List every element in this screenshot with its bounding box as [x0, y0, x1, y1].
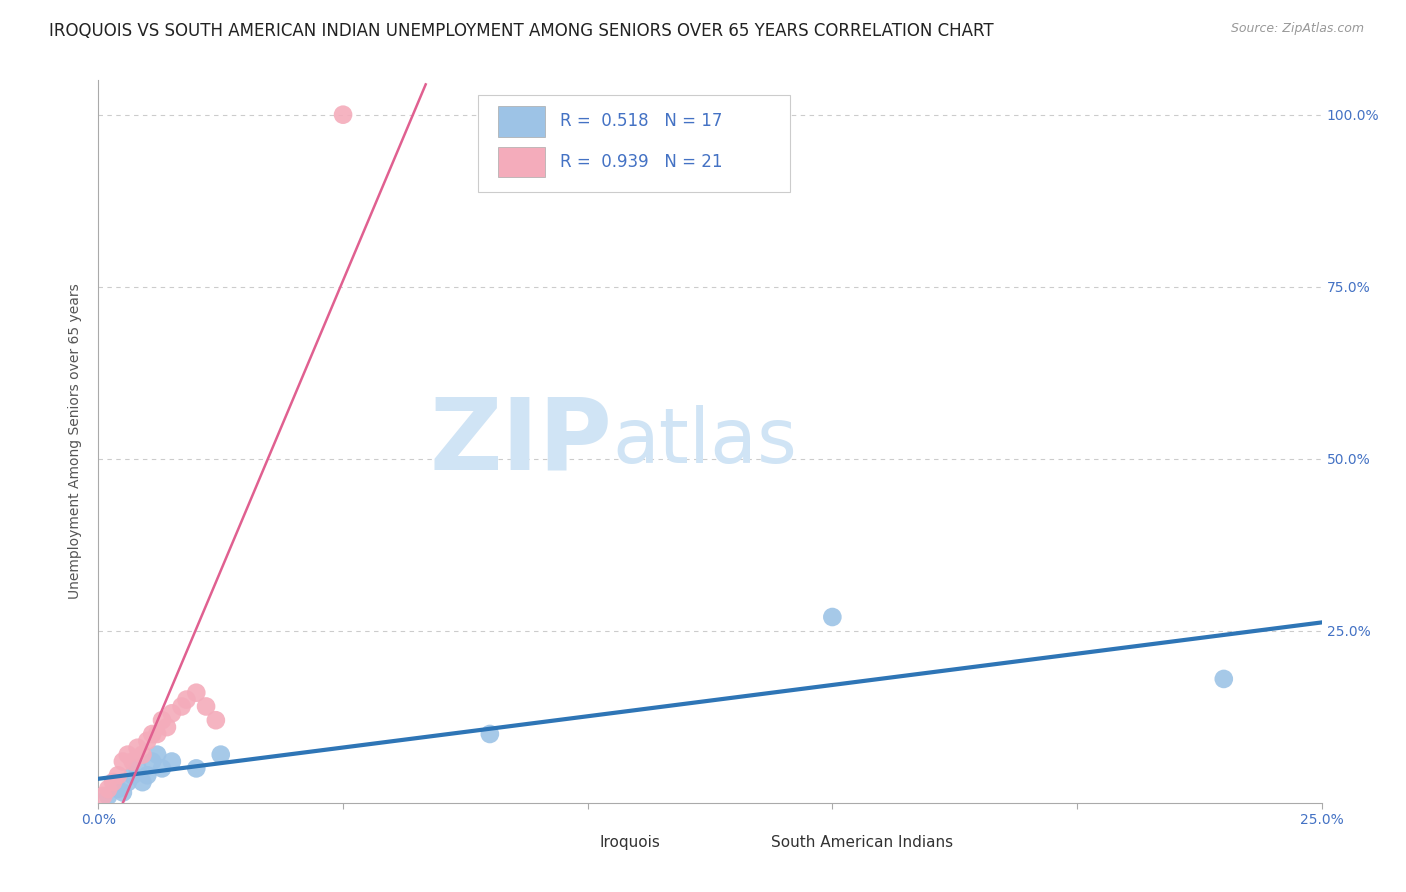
- Text: South American Indians: South American Indians: [772, 835, 953, 850]
- Point: [91, 789, 114, 803]
- Point: [101, 775, 124, 789]
- Point: [209, 747, 232, 762]
- Point: [186, 686, 208, 700]
- FancyBboxPatch shape: [723, 831, 762, 855]
- Point: [121, 755, 143, 769]
- Point: [150, 761, 173, 775]
- Point: [97, 782, 120, 797]
- Point: [146, 727, 169, 741]
- Point: [121, 768, 143, 782]
- Point: [136, 734, 159, 748]
- Point: [107, 782, 129, 797]
- Point: [186, 761, 208, 775]
- Text: R =  0.939   N = 21: R = 0.939 N = 21: [560, 153, 723, 171]
- Point: [332, 108, 354, 122]
- Point: [146, 747, 169, 762]
- Y-axis label: Unemployment Among Seniors over 65 years: Unemployment Among Seniors over 65 years: [69, 284, 83, 599]
- Point: [195, 699, 218, 714]
- Text: IROQUOIS VS SOUTH AMERICAN INDIAN UNEMPLOYMENT AMONG SENIORS OVER 65 YEARS CORRE: IROQUOIS VS SOUTH AMERICAN INDIAN UNEMPL…: [49, 22, 994, 40]
- Point: [107, 768, 129, 782]
- FancyBboxPatch shape: [498, 106, 546, 136]
- FancyBboxPatch shape: [498, 147, 546, 178]
- Point: [150, 713, 173, 727]
- FancyBboxPatch shape: [478, 95, 790, 193]
- Point: [170, 699, 193, 714]
- Point: [136, 768, 159, 782]
- Text: atlas: atlas: [612, 405, 797, 478]
- Text: Source: ZipAtlas.com: Source: ZipAtlas.com: [1230, 22, 1364, 36]
- Point: [478, 727, 501, 741]
- FancyBboxPatch shape: [551, 831, 591, 855]
- Point: [1212, 672, 1234, 686]
- Point: [176, 692, 198, 706]
- Point: [131, 775, 153, 789]
- Point: [127, 740, 149, 755]
- Point: [111, 755, 134, 769]
- Point: [141, 755, 163, 769]
- Text: R =  0.518   N = 17: R = 0.518 N = 17: [560, 112, 721, 130]
- Point: [131, 747, 153, 762]
- Text: Iroquois: Iroquois: [600, 835, 661, 850]
- Point: [117, 775, 139, 789]
- Point: [117, 747, 139, 762]
- Point: [160, 755, 183, 769]
- Point: [111, 785, 134, 799]
- Text: ZIP: ZIP: [429, 393, 612, 490]
- Point: [141, 727, 163, 741]
- Point: [160, 706, 183, 721]
- Point: [821, 610, 844, 624]
- Point: [156, 720, 179, 734]
- Point: [205, 713, 228, 727]
- Point: [97, 789, 120, 803]
- Point: [127, 761, 149, 775]
